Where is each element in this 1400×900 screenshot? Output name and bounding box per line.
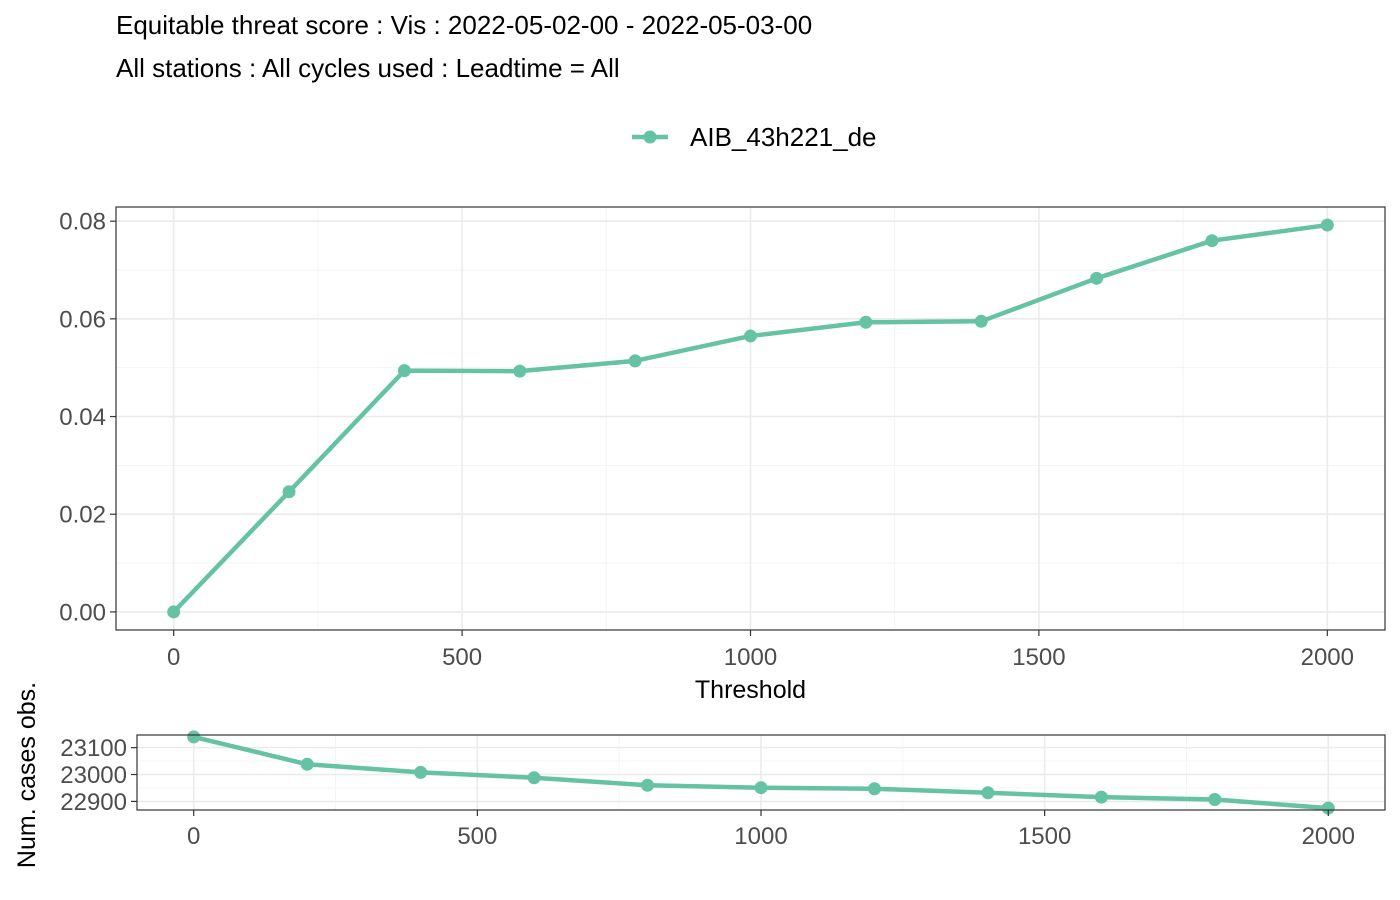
sub-y-tick-label: 23000	[60, 762, 127, 789]
sub-data-point	[300, 757, 314, 771]
sub-data-point	[981, 786, 995, 800]
sub-data-point	[414, 765, 428, 779]
legend-key-point	[643, 130, 657, 144]
main-x-tick-label: 500	[442, 644, 482, 671]
main-x-tick-label: 2000	[1301, 644, 1354, 671]
sub-x-tick-label: 500	[457, 823, 497, 850]
main-data-point	[167, 605, 181, 619]
main-x-tick-label: 1500	[1012, 644, 1065, 671]
sub-x-tick-label: 0	[187, 823, 200, 850]
sub-y-axis-title: Num. cases obs.	[13, 682, 41, 868]
main-data-point	[859, 315, 873, 329]
main-data-point	[1205, 234, 1219, 248]
sub-data-point	[1208, 793, 1222, 807]
sub-data-point	[1321, 801, 1335, 815]
sub-data-point	[867, 782, 881, 796]
main-data-point	[513, 364, 527, 378]
main-data-point	[974, 314, 988, 328]
main-y-tick-label: 0.04	[59, 404, 106, 431]
sub-data-point	[187, 730, 201, 744]
main-plot-panel: 0 500 1000 1500 2000 0.00 0.02 0.04 0.06 0.08	[59, 206, 1386, 671]
main-y-tick-label: 0.00	[59, 599, 106, 626]
legend-label: AIB_43h221_de	[690, 122, 877, 152]
sub-data-point	[754, 781, 768, 795]
sub-x-tick-label: 2000	[1302, 823, 1355, 850]
main-x-axis-title: Threshold	[695, 676, 806, 704]
sub-y-tick-label: 23100	[60, 735, 127, 762]
main-y-tick-label: 0.08	[59, 209, 106, 236]
chart-title-line-2: All stations : All cycles used : Leadtim…	[116, 53, 620, 83]
main-y-tick-label: 0.02	[59, 502, 106, 529]
chart-title-line-1: Equitable threat score : Vis : 2022-05-0…	[116, 10, 812, 40]
main-data-point	[1090, 271, 1104, 285]
main-x-tick-label: 0	[167, 644, 180, 671]
sub-y-tick-label: 22900	[60, 789, 127, 816]
main-data-point	[397, 364, 411, 378]
main-data-point	[282, 485, 296, 499]
sub-data-point	[527, 771, 541, 785]
sub-data-point	[1094, 790, 1108, 804]
sub-data-point	[641, 778, 655, 792]
main-data-point	[1320, 218, 1334, 232]
main-data-point	[628, 354, 642, 368]
legend: AIB_43h221_de	[632, 122, 877, 152]
sub-x-tick-label: 1500	[1018, 823, 1071, 850]
main-data-point	[744, 329, 757, 343]
main-y-tick-label: 0.06	[59, 306, 106, 333]
main-x-tick-label: 1000	[724, 644, 777, 671]
sub-x-tick-label: 1000	[734, 823, 787, 850]
